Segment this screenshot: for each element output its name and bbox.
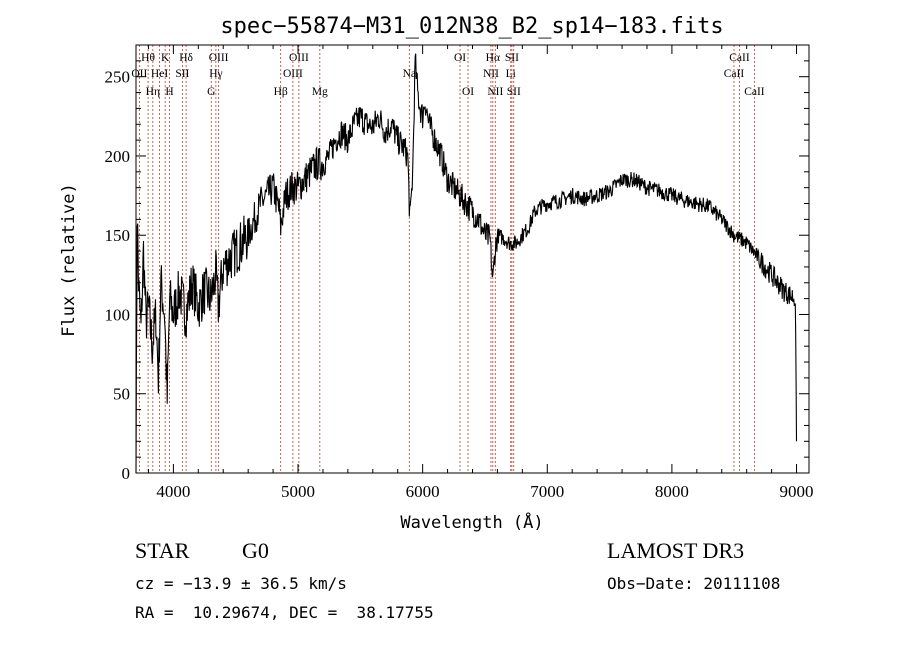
y-tick-label: 250 [105,68,131,87]
line-marker-label: NII [483,68,499,80]
line-marker-label: Hδ [179,52,193,64]
ra-dec: RA = 10.29674, DEC = 38.17755 [135,603,434,622]
line-marker-label: HeI [151,68,168,80]
y-axis-label: Flux (relative) [59,183,79,337]
line-marker-label: Mg [312,86,328,98]
survey-name: LAMOST DR3 [607,538,745,563]
line-marker-label: Hγ [209,68,222,80]
line-marker-label: SII [175,68,189,80]
x-tick-label: 4000 [156,482,190,501]
line-marker-label: Hβ [274,86,288,98]
line-marker-label: Hα [486,52,500,64]
line-marker-label: OI [462,86,474,98]
line-marker-label: Li [506,68,516,80]
y-tick-label: 150 [105,226,131,245]
line-marker-label: CaII [724,68,745,80]
line-marker-label: K [161,52,170,64]
line-marker-label: CaII [729,52,750,64]
y-tick-label: 200 [105,147,131,166]
line-marker-label: Hη [146,86,160,98]
line-marker-labels: OIIHθHηHeIKHSIIHδGHγOIIIHβOIIIOIIIMgNaOI… [131,52,764,98]
line-marker-label: Hθ [141,52,155,64]
obs-date: Obs−Date: 20111108 [607,574,781,593]
line-marker-label: SII [505,52,519,64]
line-marker-label: OIII [209,52,229,64]
y-tick-label: 100 [105,305,131,324]
chart-title: spec−55874−M31_012N38_B2_sp14−183.fits [220,14,723,39]
y-axis-ticks: 0 50 100 150 200 250 [105,60,809,483]
line-marker-label: H [165,86,173,98]
x-tick-label: 8000 [655,482,689,501]
x-tick-label: 5000 [281,482,315,501]
line-marker-label: OIII [289,52,309,64]
line-marker-label: Na [403,68,416,80]
object-class: STAR [135,538,190,563]
x-tick-label: 6000 [406,482,440,501]
x-tick-label: 7000 [530,482,564,501]
x-tick-label: 9000 [780,482,814,501]
line-marker-label: G [207,86,215,98]
line-marker-label: NII [487,86,503,98]
x-axis-label: Wavelength (Å) [400,511,543,533]
line-marker-label: OI [454,52,466,64]
line-marker-label: OII [131,68,147,80]
line-marker-label: CaII [744,86,765,98]
line-marker-label: OIII [283,68,303,80]
object-subclass: G0 [242,538,269,563]
spectrum-line [135,53,798,474]
line-marker-label: SII [507,86,521,98]
redshift-cz: cz = −13.9 ± 36.5 km/s [135,574,347,593]
y-tick-label: 50 [113,385,130,404]
y-tick-label: 0 [122,464,131,483]
x-axis-ticks: 4000 5000 6000 7000 8000 9000 [147,45,814,501]
